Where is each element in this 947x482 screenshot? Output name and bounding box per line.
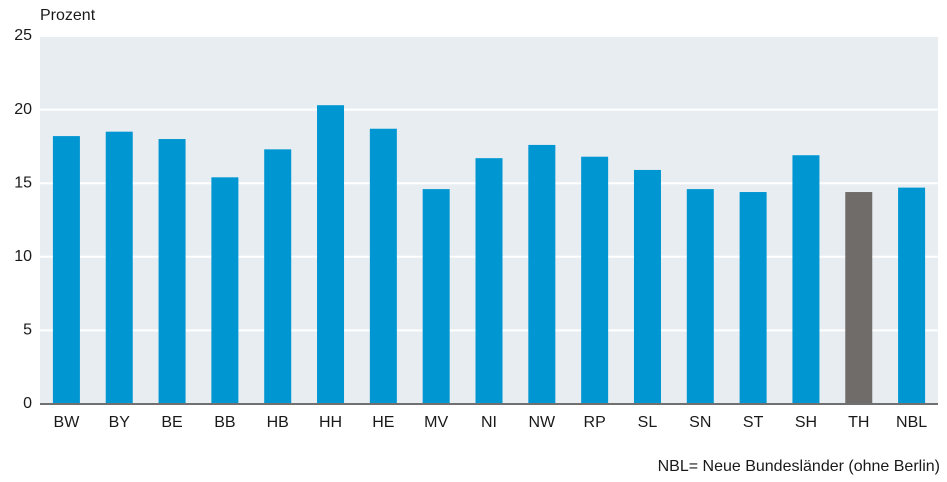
bar xyxy=(581,156,609,404)
bar xyxy=(686,189,714,404)
x-tick-label: MV xyxy=(424,414,448,431)
bar xyxy=(264,149,292,404)
x-tick-label: SL xyxy=(638,414,658,431)
bar xyxy=(317,105,345,405)
bar xyxy=(633,169,661,404)
bar xyxy=(845,192,873,404)
bar xyxy=(792,155,820,404)
x-tick-label: HH xyxy=(319,414,342,431)
x-tick-label: NI xyxy=(481,414,497,431)
y-tick-label: 10 xyxy=(14,248,32,265)
x-tick-label: NW xyxy=(528,414,556,431)
y-tick-label: 25 xyxy=(14,27,32,44)
annotation: NBL= Neue Bundesländer (ohne Berlin) xyxy=(658,458,940,475)
y-axis-label: Prozent xyxy=(40,7,96,24)
bar xyxy=(158,139,186,405)
x-tick-label: ST xyxy=(743,414,764,431)
x-tick-label: RP xyxy=(584,414,606,431)
x-tick-label: NBL xyxy=(896,414,927,431)
x-tick-label: SN xyxy=(689,414,711,431)
x-tick-label: BB xyxy=(214,414,235,431)
bar xyxy=(211,177,239,404)
bar xyxy=(528,144,556,405)
y-tick-label: 20 xyxy=(14,101,32,118)
y-tick-label: 0 xyxy=(23,395,32,412)
x-tick-label: HB xyxy=(267,414,289,431)
x-tick-label: TH xyxy=(848,414,869,431)
bar xyxy=(898,187,926,404)
y-tick-label: 5 xyxy=(23,322,32,339)
x-tick-label: BW xyxy=(54,414,81,431)
bar xyxy=(422,189,450,404)
bar xyxy=(105,131,133,404)
y-tick-label: 15 xyxy=(14,174,32,191)
bar xyxy=(52,136,80,404)
bar xyxy=(739,192,767,404)
x-tick-label: HE xyxy=(372,414,394,431)
bar xyxy=(369,128,397,404)
x-tick-label: BE xyxy=(161,414,182,431)
x-tick-label: SH xyxy=(795,414,817,431)
x-tick-label: BY xyxy=(109,414,131,431)
bar xyxy=(475,158,503,404)
